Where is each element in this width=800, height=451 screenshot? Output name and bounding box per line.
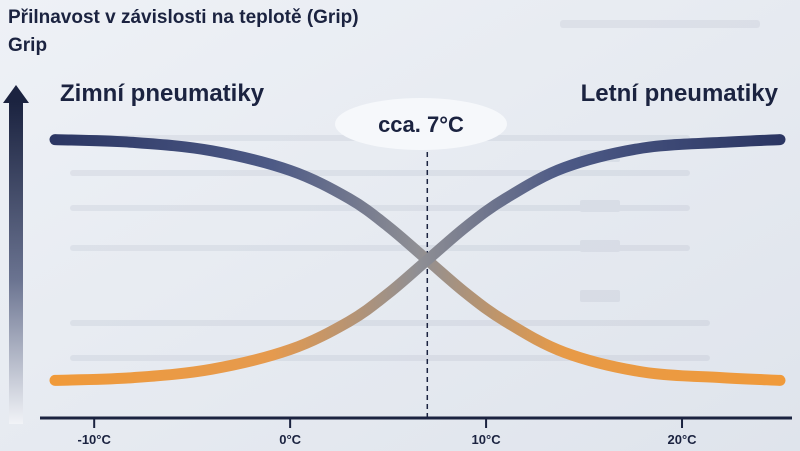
x-axis: -10°C 0°C 10°C 20°C (40, 416, 792, 447)
winter-tire-label: Zimní pneumatiky (60, 80, 265, 107)
x-tick-label: 10°C (472, 432, 502, 447)
y-axis-arrow (3, 85, 29, 424)
x-tick-label: -10°C (77, 432, 111, 447)
y-axis-label: Grip (8, 35, 47, 56)
summer-tire-label: Letní pneumatiky (581, 80, 779, 107)
x-tick-label: 20°C (668, 432, 698, 447)
summer-tire-curve (49, 134, 786, 386)
chart-title: Přilnavost v závislosti na teplotě (Grip… (8, 7, 359, 28)
background-texture (70, 20, 760, 361)
crossover-label: cca. 7°C (378, 112, 464, 137)
x-tick-label: 0°C (279, 432, 301, 447)
crossover-bubble: cca. 7°C (335, 98, 507, 150)
